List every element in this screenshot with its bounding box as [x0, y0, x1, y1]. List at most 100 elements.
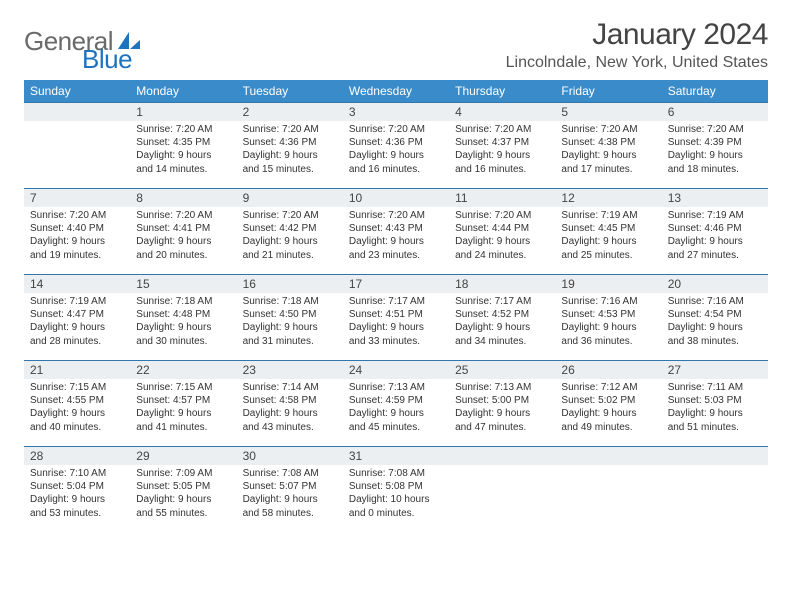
sunrise-text: Sunrise: 7:18 AM — [243, 295, 337, 308]
title-block: January 2024 Lincolndale, New York, Unit… — [506, 18, 768, 72]
calendar-day-cell: 7Sunrise: 7:20 AMSunset: 4:40 PMDaylight… — [24, 189, 130, 275]
day-details: Sunrise: 7:08 AMSunset: 5:07 PMDaylight:… — [237, 465, 343, 524]
daylight-text: Daylight: 9 hours — [30, 321, 124, 334]
calendar-day-cell: 19Sunrise: 7:16 AMSunset: 4:53 PMDayligh… — [555, 275, 661, 361]
daylight-text: and 38 minutes. — [668, 335, 762, 348]
calendar-day-cell: 16Sunrise: 7:18 AMSunset: 4:50 PMDayligh… — [237, 275, 343, 361]
calendar-day-cell: 9Sunrise: 7:20 AMSunset: 4:42 PMDaylight… — [237, 189, 343, 275]
sunrise-text: Sunrise: 7:10 AM — [30, 467, 124, 480]
calendar-day-cell: 25Sunrise: 7:13 AMSunset: 5:00 PMDayligh… — [449, 361, 555, 447]
sunrise-text: Sunrise: 7:14 AM — [243, 381, 337, 394]
daylight-text: and 25 minutes. — [561, 249, 655, 262]
daylight-text: and 55 minutes. — [136, 507, 230, 520]
daylight-text: Daylight: 10 hours — [349, 493, 443, 506]
sunset-text: Sunset: 4:36 PM — [243, 136, 337, 149]
day-number: 11 — [449, 189, 555, 207]
day-number: 16 — [237, 275, 343, 293]
day-details: Sunrise: 7:20 AMSunset: 4:39 PMDaylight:… — [662, 121, 768, 180]
weekday-header: Thursday — [449, 80, 555, 103]
day-details: Sunrise: 7:20 AMSunset: 4:36 PMDaylight:… — [343, 121, 449, 180]
day-details: Sunrise: 7:15 AMSunset: 4:57 PMDaylight:… — [130, 379, 236, 438]
daylight-text: Daylight: 9 hours — [668, 407, 762, 420]
calendar-day-cell: 17Sunrise: 7:17 AMSunset: 4:51 PMDayligh… — [343, 275, 449, 361]
sunrise-text: Sunrise: 7:20 AM — [455, 209, 549, 222]
day-details: Sunrise: 7:20 AMSunset: 4:43 PMDaylight:… — [343, 207, 449, 266]
sunset-text: Sunset: 4:46 PM — [668, 222, 762, 235]
daylight-text: Daylight: 9 hours — [668, 149, 762, 162]
calendar-day-cell — [662, 447, 768, 533]
calendar-day-cell: 24Sunrise: 7:13 AMSunset: 4:59 PMDayligh… — [343, 361, 449, 447]
sunset-text: Sunset: 4:57 PM — [136, 394, 230, 407]
daylight-text: Daylight: 9 hours — [243, 321, 337, 334]
day-details: Sunrise: 7:09 AMSunset: 5:05 PMDaylight:… — [130, 465, 236, 524]
day-number: 2 — [237, 103, 343, 121]
daylight-text: Daylight: 9 hours — [30, 407, 124, 420]
day-details: Sunrise: 7:20 AMSunset: 4:41 PMDaylight:… — [130, 207, 236, 266]
daylight-text: Daylight: 9 hours — [136, 493, 230, 506]
daylight-text: and 49 minutes. — [561, 421, 655, 434]
sunrise-text: Sunrise: 7:16 AM — [561, 295, 655, 308]
day-number: 29 — [130, 447, 236, 465]
calendar-header-row: Sunday Monday Tuesday Wednesday Thursday… — [24, 80, 768, 103]
daylight-text: Daylight: 9 hours — [243, 235, 337, 248]
daylight-text: Daylight: 9 hours — [561, 321, 655, 334]
daylight-text: Daylight: 9 hours — [349, 321, 443, 334]
day-number: 18 — [449, 275, 555, 293]
sunrise-text: Sunrise: 7:08 AM — [243, 467, 337, 480]
daylight-text: and 0 minutes. — [349, 507, 443, 520]
day-number: 1 — [130, 103, 236, 121]
daylight-text: and 17 minutes. — [561, 163, 655, 176]
sunrise-text: Sunrise: 7:20 AM — [455, 123, 549, 136]
sunset-text: Sunset: 4:59 PM — [349, 394, 443, 407]
calendar-day-cell: 29Sunrise: 7:09 AMSunset: 5:05 PMDayligh… — [130, 447, 236, 533]
daylight-text: and 45 minutes. — [349, 421, 443, 434]
sunset-text: Sunset: 5:04 PM — [30, 480, 124, 493]
sunset-text: Sunset: 4:43 PM — [349, 222, 443, 235]
daylight-text: Daylight: 9 hours — [349, 235, 443, 248]
sunset-text: Sunset: 4:48 PM — [136, 308, 230, 321]
calendar-day-cell: 3Sunrise: 7:20 AMSunset: 4:36 PMDaylight… — [343, 103, 449, 189]
daylight-text: Daylight: 9 hours — [455, 235, 549, 248]
sunrise-text: Sunrise: 7:13 AM — [455, 381, 549, 394]
day-details: Sunrise: 7:20 AMSunset: 4:38 PMDaylight:… — [555, 121, 661, 180]
day-number: 27 — [662, 361, 768, 379]
daylight-text: and 53 minutes. — [30, 507, 124, 520]
sunset-text: Sunset: 4:45 PM — [561, 222, 655, 235]
calendar-day-cell: 18Sunrise: 7:17 AMSunset: 4:52 PMDayligh… — [449, 275, 555, 361]
day-number: 25 — [449, 361, 555, 379]
sunrise-text: Sunrise: 7:17 AM — [349, 295, 443, 308]
sunset-text: Sunset: 4:40 PM — [30, 222, 124, 235]
day-number: 12 — [555, 189, 661, 207]
sunset-text: Sunset: 4:42 PM — [243, 222, 337, 235]
sunset-text: Sunset: 5:02 PM — [561, 394, 655, 407]
daylight-text: and 16 minutes. — [455, 163, 549, 176]
daylight-text: Daylight: 9 hours — [455, 321, 549, 334]
calendar-body: 1Sunrise: 7:20 AMSunset: 4:35 PMDaylight… — [24, 103, 768, 533]
day-number: 24 — [343, 361, 449, 379]
day-details: Sunrise: 7:12 AMSunset: 5:02 PMDaylight:… — [555, 379, 661, 438]
day-number: 14 — [24, 275, 130, 293]
daylight-text: and 43 minutes. — [243, 421, 337, 434]
sunrise-text: Sunrise: 7:19 AM — [561, 209, 655, 222]
calendar-day-cell: 12Sunrise: 7:19 AMSunset: 4:45 PMDayligh… — [555, 189, 661, 275]
daylight-text: and 28 minutes. — [30, 335, 124, 348]
calendar-day-cell: 15Sunrise: 7:18 AMSunset: 4:48 PMDayligh… — [130, 275, 236, 361]
day-details: Sunrise: 7:19 AMSunset: 4:45 PMDaylight:… — [555, 207, 661, 266]
sunset-text: Sunset: 4:41 PM — [136, 222, 230, 235]
calendar-week-row: 7Sunrise: 7:20 AMSunset: 4:40 PMDaylight… — [24, 189, 768, 275]
sunrise-text: Sunrise: 7:20 AM — [561, 123, 655, 136]
daylight-text: Daylight: 9 hours — [561, 235, 655, 248]
daylight-text: and 36 minutes. — [561, 335, 655, 348]
day-details: Sunrise: 7:16 AMSunset: 4:53 PMDaylight:… — [555, 293, 661, 352]
day-details: Sunrise: 7:14 AMSunset: 4:58 PMDaylight:… — [237, 379, 343, 438]
daylight-text: Daylight: 9 hours — [668, 321, 762, 334]
daylight-text: and 47 minutes. — [455, 421, 549, 434]
day-details: Sunrise: 7:16 AMSunset: 4:54 PMDaylight:… — [662, 293, 768, 352]
daylight-text: Daylight: 9 hours — [30, 493, 124, 506]
sunrise-text: Sunrise: 7:19 AM — [30, 295, 124, 308]
daylight-text: Daylight: 9 hours — [668, 235, 762, 248]
day-number: 30 — [237, 447, 343, 465]
daylight-text: and 31 minutes. — [243, 335, 337, 348]
sunrise-text: Sunrise: 7:20 AM — [243, 209, 337, 222]
weekday-header: Tuesday — [237, 80, 343, 103]
